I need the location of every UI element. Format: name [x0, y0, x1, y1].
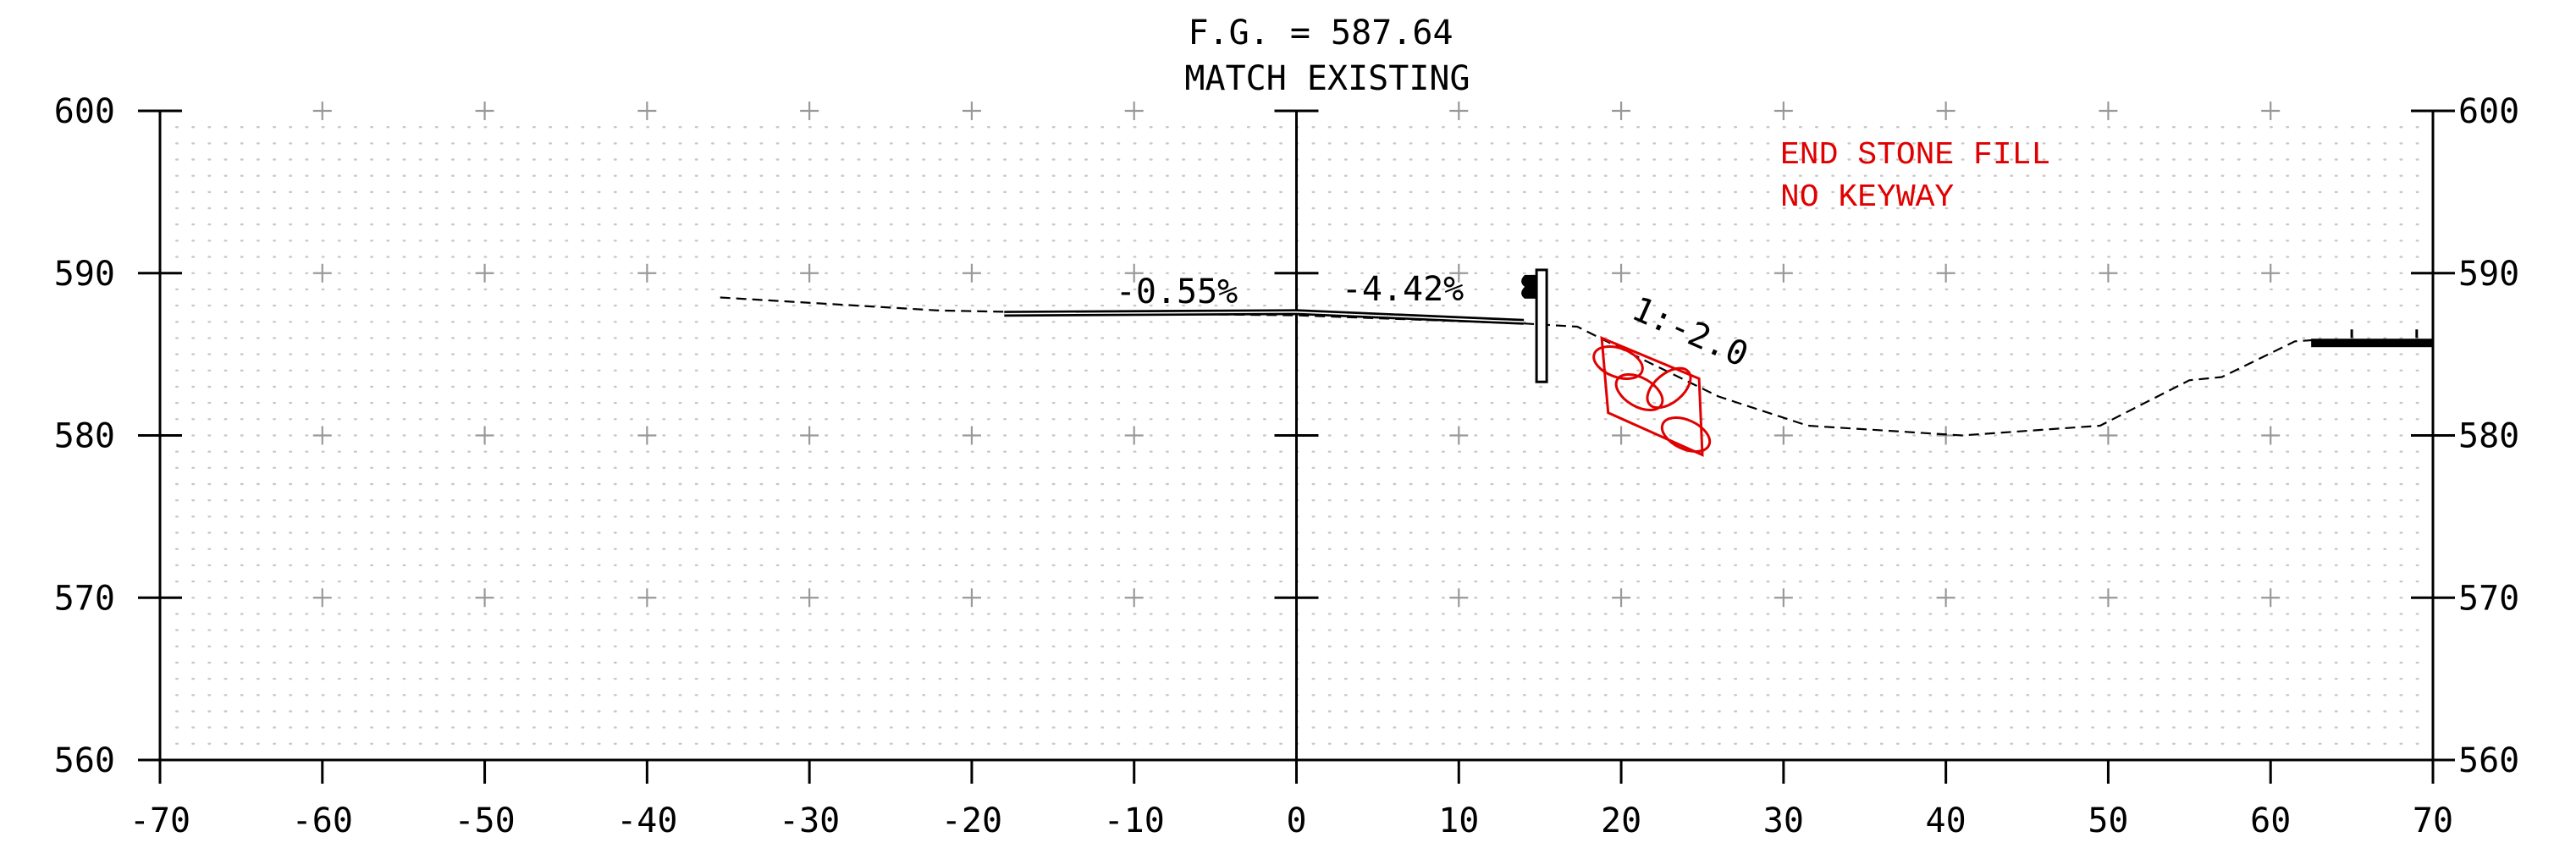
- grid-cross: [1936, 426, 1955, 445]
- grid-cross: [637, 588, 657, 608]
- x-tick-labels: -70 -60 -50 -40 -30 -20 -10 0 10 20 30 40 50 60 70: [130, 801, 2453, 840]
- grid-cross: [1124, 588, 1144, 608]
- profiles: [720, 268, 2433, 457]
- stone-fill-outline: [1600, 336, 1704, 457]
- barrier-rail: [1521, 274, 1537, 299]
- grid-cross: [1449, 426, 1469, 445]
- note-end-stone-fill: END STONE FILL: [1780, 137, 2050, 173]
- y-tick-label-left: 590: [54, 255, 115, 294]
- grid-cross: [312, 263, 332, 283]
- grid-cross: [800, 588, 819, 608]
- grid-cross: [2261, 426, 2281, 445]
- x-tick-label: 50: [2088, 801, 2128, 840]
- grid-cross: [1773, 102, 1793, 120]
- grid-cross: [1773, 588, 1793, 608]
- right-roadway-slab: [2311, 339, 2433, 348]
- grid-cross: [475, 588, 494, 608]
- x-tick-label: 0: [1286, 801, 1306, 840]
- grid-cross: [475, 426, 494, 445]
- grid-cross: [1936, 263, 1955, 283]
- grid-cross: [2261, 263, 2281, 283]
- grid-cross: [475, 102, 494, 120]
- grid-cross: [1124, 263, 1144, 283]
- grid-cross: [1124, 426, 1144, 445]
- x-tick-label: 20: [1601, 801, 1641, 840]
- grid-cross: [1936, 588, 1955, 608]
- x-tick-label: -10: [1104, 801, 1165, 840]
- x-tick-label: 30: [1763, 801, 1804, 840]
- y-tick-label-right: 560: [2458, 741, 2519, 780]
- x-tick-label: -70: [130, 801, 190, 840]
- y-tick-label-left: 560: [54, 741, 115, 780]
- stone-blob: [1614, 372, 1664, 411]
- y-tick-label-right: 590: [2458, 255, 2519, 294]
- slope-label-right: -4.42%: [1342, 270, 1465, 309]
- wall-post: [1535, 268, 1548, 383]
- x-tick-label: -30: [779, 801, 840, 840]
- grid-cross: [962, 263, 981, 283]
- grid-cross: [2099, 102, 2118, 120]
- grid-cross: [1612, 588, 1631, 608]
- slope-label-left: -0.55%: [1116, 273, 1238, 311]
- grid-cross: [475, 263, 494, 283]
- grid-cross: [1612, 426, 1631, 445]
- fg-elevation-label: F.G. = 587.64: [1188, 14, 1453, 52]
- grid-cross: [2261, 588, 2281, 608]
- grid-cross: [800, 263, 819, 283]
- x-tick-label: -20: [941, 801, 1002, 840]
- proposed-grade-inner: [1004, 311, 1525, 323]
- grid-cross: [637, 426, 657, 445]
- grid-cross: [962, 102, 981, 120]
- stone-blob: [1592, 344, 1644, 380]
- grid-cross: [312, 588, 332, 608]
- grid-cross: [312, 102, 332, 120]
- grid-cross: [1449, 263, 1469, 283]
- x-tick-label: -50: [454, 801, 515, 840]
- grid-cross: [637, 102, 657, 120]
- grid-cross: [1449, 102, 1469, 120]
- note-no-keyway: NO KEYWAY: [1780, 179, 1954, 216]
- x-tick-label: 60: [2250, 801, 2291, 840]
- axes: [138, 109, 2455, 784]
- match-existing-label: MATCH EXISTING: [1184, 59, 1470, 98]
- x-tick-label: 40: [1926, 801, 1966, 840]
- stone-blob: [1646, 366, 1692, 410]
- y-tick-labels: 600 600 590 590 580 580 570 570 560 560: [54, 92, 2520, 780]
- grid-cross: [1449, 588, 1469, 608]
- y-tick-label-right: 580: [2458, 417, 2519, 456]
- x-tick-label: -60: [292, 801, 353, 840]
- grid-cross: [1936, 102, 1955, 120]
- grid-cross: [2261, 102, 2281, 120]
- x-tick-label: -40: [616, 801, 677, 840]
- grid-cross: [1612, 102, 1631, 120]
- grid-cross: [637, 263, 657, 283]
- x-tick-label: 10: [1438, 801, 1479, 840]
- stone-blob: [1660, 416, 1712, 453]
- side-slope-label: 1:-2.0: [1626, 289, 1754, 375]
- grid-cross: [962, 588, 981, 608]
- x-tick-label: 70: [2413, 801, 2453, 840]
- grid-cross: [2099, 426, 2118, 445]
- grid-cross: [800, 102, 819, 120]
- y-tick-label-right: 600: [2458, 92, 2519, 131]
- grid-cross: [1612, 263, 1631, 283]
- grid-crosses: [312, 102, 2281, 608]
- grid-cross: [1124, 102, 1144, 120]
- y-tick-label-left: 580: [54, 417, 115, 456]
- y-tick-label-left: 600: [54, 92, 115, 131]
- grid-cross: [1773, 426, 1793, 445]
- grid-cross: [962, 426, 981, 445]
- grid-cross: [800, 426, 819, 445]
- grid-cross: [2099, 588, 2118, 608]
- grid-cross: [1773, 263, 1793, 283]
- grid-dot-pattern: [175, 126, 2419, 745]
- existing-ground-line: [720, 296, 2320, 437]
- right-roadway-posts: [2350, 329, 2419, 339]
- grid-cross: [312, 426, 332, 445]
- dot-grid: [175, 126, 2419, 745]
- y-tick-label-right: 570: [2458, 579, 2519, 618]
- grid-cross: [2099, 263, 2118, 283]
- y-tick-label-left: 570: [54, 579, 115, 618]
